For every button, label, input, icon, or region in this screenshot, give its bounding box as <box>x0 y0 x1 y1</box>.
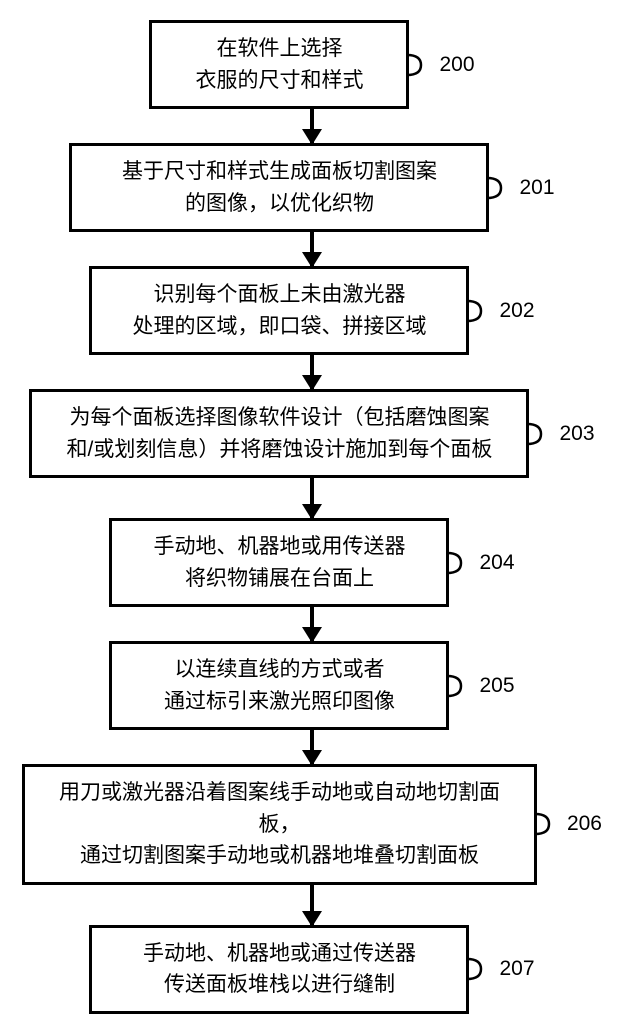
label-connector <box>469 295 493 327</box>
step-text: 的图像，以优化织物 <box>185 192 374 215</box>
label-connector <box>529 418 553 450</box>
step-text: 以连续直线的方式或者 <box>174 658 384 681</box>
step-row-207: 手动地、机器地或通过传送器 传送面板堆栈以进行缝制 207 <box>22 925 602 1014</box>
step-label-204: 204 <box>479 551 514 575</box>
step-box-202: 识别每个面板上未由激光器 处理的区域，即口袋、拼接区域 <box>89 266 469 355</box>
step-row-202: 识别每个面板上未由激光器 处理的区域，即口袋、拼接区域 202 <box>22 266 602 355</box>
label-connector <box>489 172 513 204</box>
label-connector <box>449 670 473 702</box>
step-text: 识别每个面板上未由激光器 <box>153 283 405 306</box>
step-text: 为每个面板选择图像软件设计（包括磨蚀图案 <box>69 406 489 429</box>
step-box-203: 为每个面板选择图像软件设计（包括磨蚀图案 和/或划刻信息）并将磨蚀设计施加到每个… <box>29 389 529 478</box>
step-text: 基于尺寸和样式生成面板切割图案 <box>122 160 437 183</box>
step-text: 通过切割图案手动地或机器地堆叠切割面板 <box>80 844 479 867</box>
step-text: 手动地、机器地或通过传送器 <box>143 942 416 965</box>
arrow <box>310 730 314 764</box>
step-box-206: 用刀或激光器沿着图案线手动地或自动地切割面板， 通过切割图案手动地或机器地堆叠切… <box>22 764 537 885</box>
flowchart: 在软件上选择 衣服的尺寸和样式 200 基于尺寸和样式生成面板切割图案 的图像，… <box>22 20 602 1014</box>
step-row-201: 基于尺寸和样式生成面板切割图案 的图像，以优化织物 201 <box>22 143 602 232</box>
step-label-200: 200 <box>439 53 474 77</box>
step-box-204: 手动地、机器地或用传送器 将织物铺展在台面上 <box>109 518 449 607</box>
step-row-205: 以连续直线的方式或者 通过标引来激光照印图像 205 <box>22 641 602 730</box>
step-row-200: 在软件上选择 衣服的尺寸和样式 200 <box>22 20 602 109</box>
step-text: 将织物铺展在台面上 <box>185 567 374 590</box>
step-text: 用刀或激光器沿着图案线手动地或自动地切割面板， <box>59 781 500 836</box>
arrow <box>310 478 314 518</box>
step-box-205: 以连续直线的方式或者 通过标引来激光照印图像 <box>109 641 449 730</box>
step-box-207: 手动地、机器地或通过传送器 传送面板堆栈以进行缝制 <box>89 925 469 1014</box>
step-label-207: 207 <box>499 957 534 981</box>
arrow <box>310 355 314 389</box>
label-connector <box>449 547 473 579</box>
step-text: 处理的区域，即口袋、拼接区域 <box>132 315 426 338</box>
label-connector <box>537 808 561 840</box>
step-label-201: 201 <box>519 176 554 200</box>
arrow <box>310 885 314 925</box>
step-box-201: 基于尺寸和样式生成面板切割图案 的图像，以优化织物 <box>69 143 489 232</box>
label-connector <box>469 953 493 985</box>
step-box-200: 在软件上选择 衣服的尺寸和样式 <box>149 20 409 109</box>
step-label-202: 202 <box>499 299 534 323</box>
arrow <box>310 232 314 266</box>
step-row-203: 为每个面板选择图像软件设计（包括磨蚀图案 和/或划刻信息）并将磨蚀设计施加到每个… <box>22 389 602 478</box>
step-text: 传送面板堆栈以进行缝制 <box>164 973 395 996</box>
step-text: 和/或划刻信息）并将磨蚀设计施加到每个面板 <box>67 438 493 461</box>
step-row-206: 用刀或激光器沿着图案线手动地或自动地切割面板， 通过切割图案手动地或机器地堆叠切… <box>22 764 602 885</box>
arrow <box>310 109 314 143</box>
step-text: 手动地、机器地或用传送器 <box>153 535 405 558</box>
step-label-205: 205 <box>479 674 514 698</box>
arrow <box>310 607 314 641</box>
label-connector <box>409 49 433 81</box>
step-text: 衣服的尺寸和样式 <box>195 69 363 92</box>
step-text: 在软件上选择 <box>216 37 342 60</box>
step-label-203: 203 <box>559 422 594 446</box>
step-text: 通过标引来激光照印图像 <box>164 690 395 713</box>
step-row-204: 手动地、机器地或用传送器 将织物铺展在台面上 204 <box>22 518 602 607</box>
step-label-206: 206 <box>567 812 602 836</box>
